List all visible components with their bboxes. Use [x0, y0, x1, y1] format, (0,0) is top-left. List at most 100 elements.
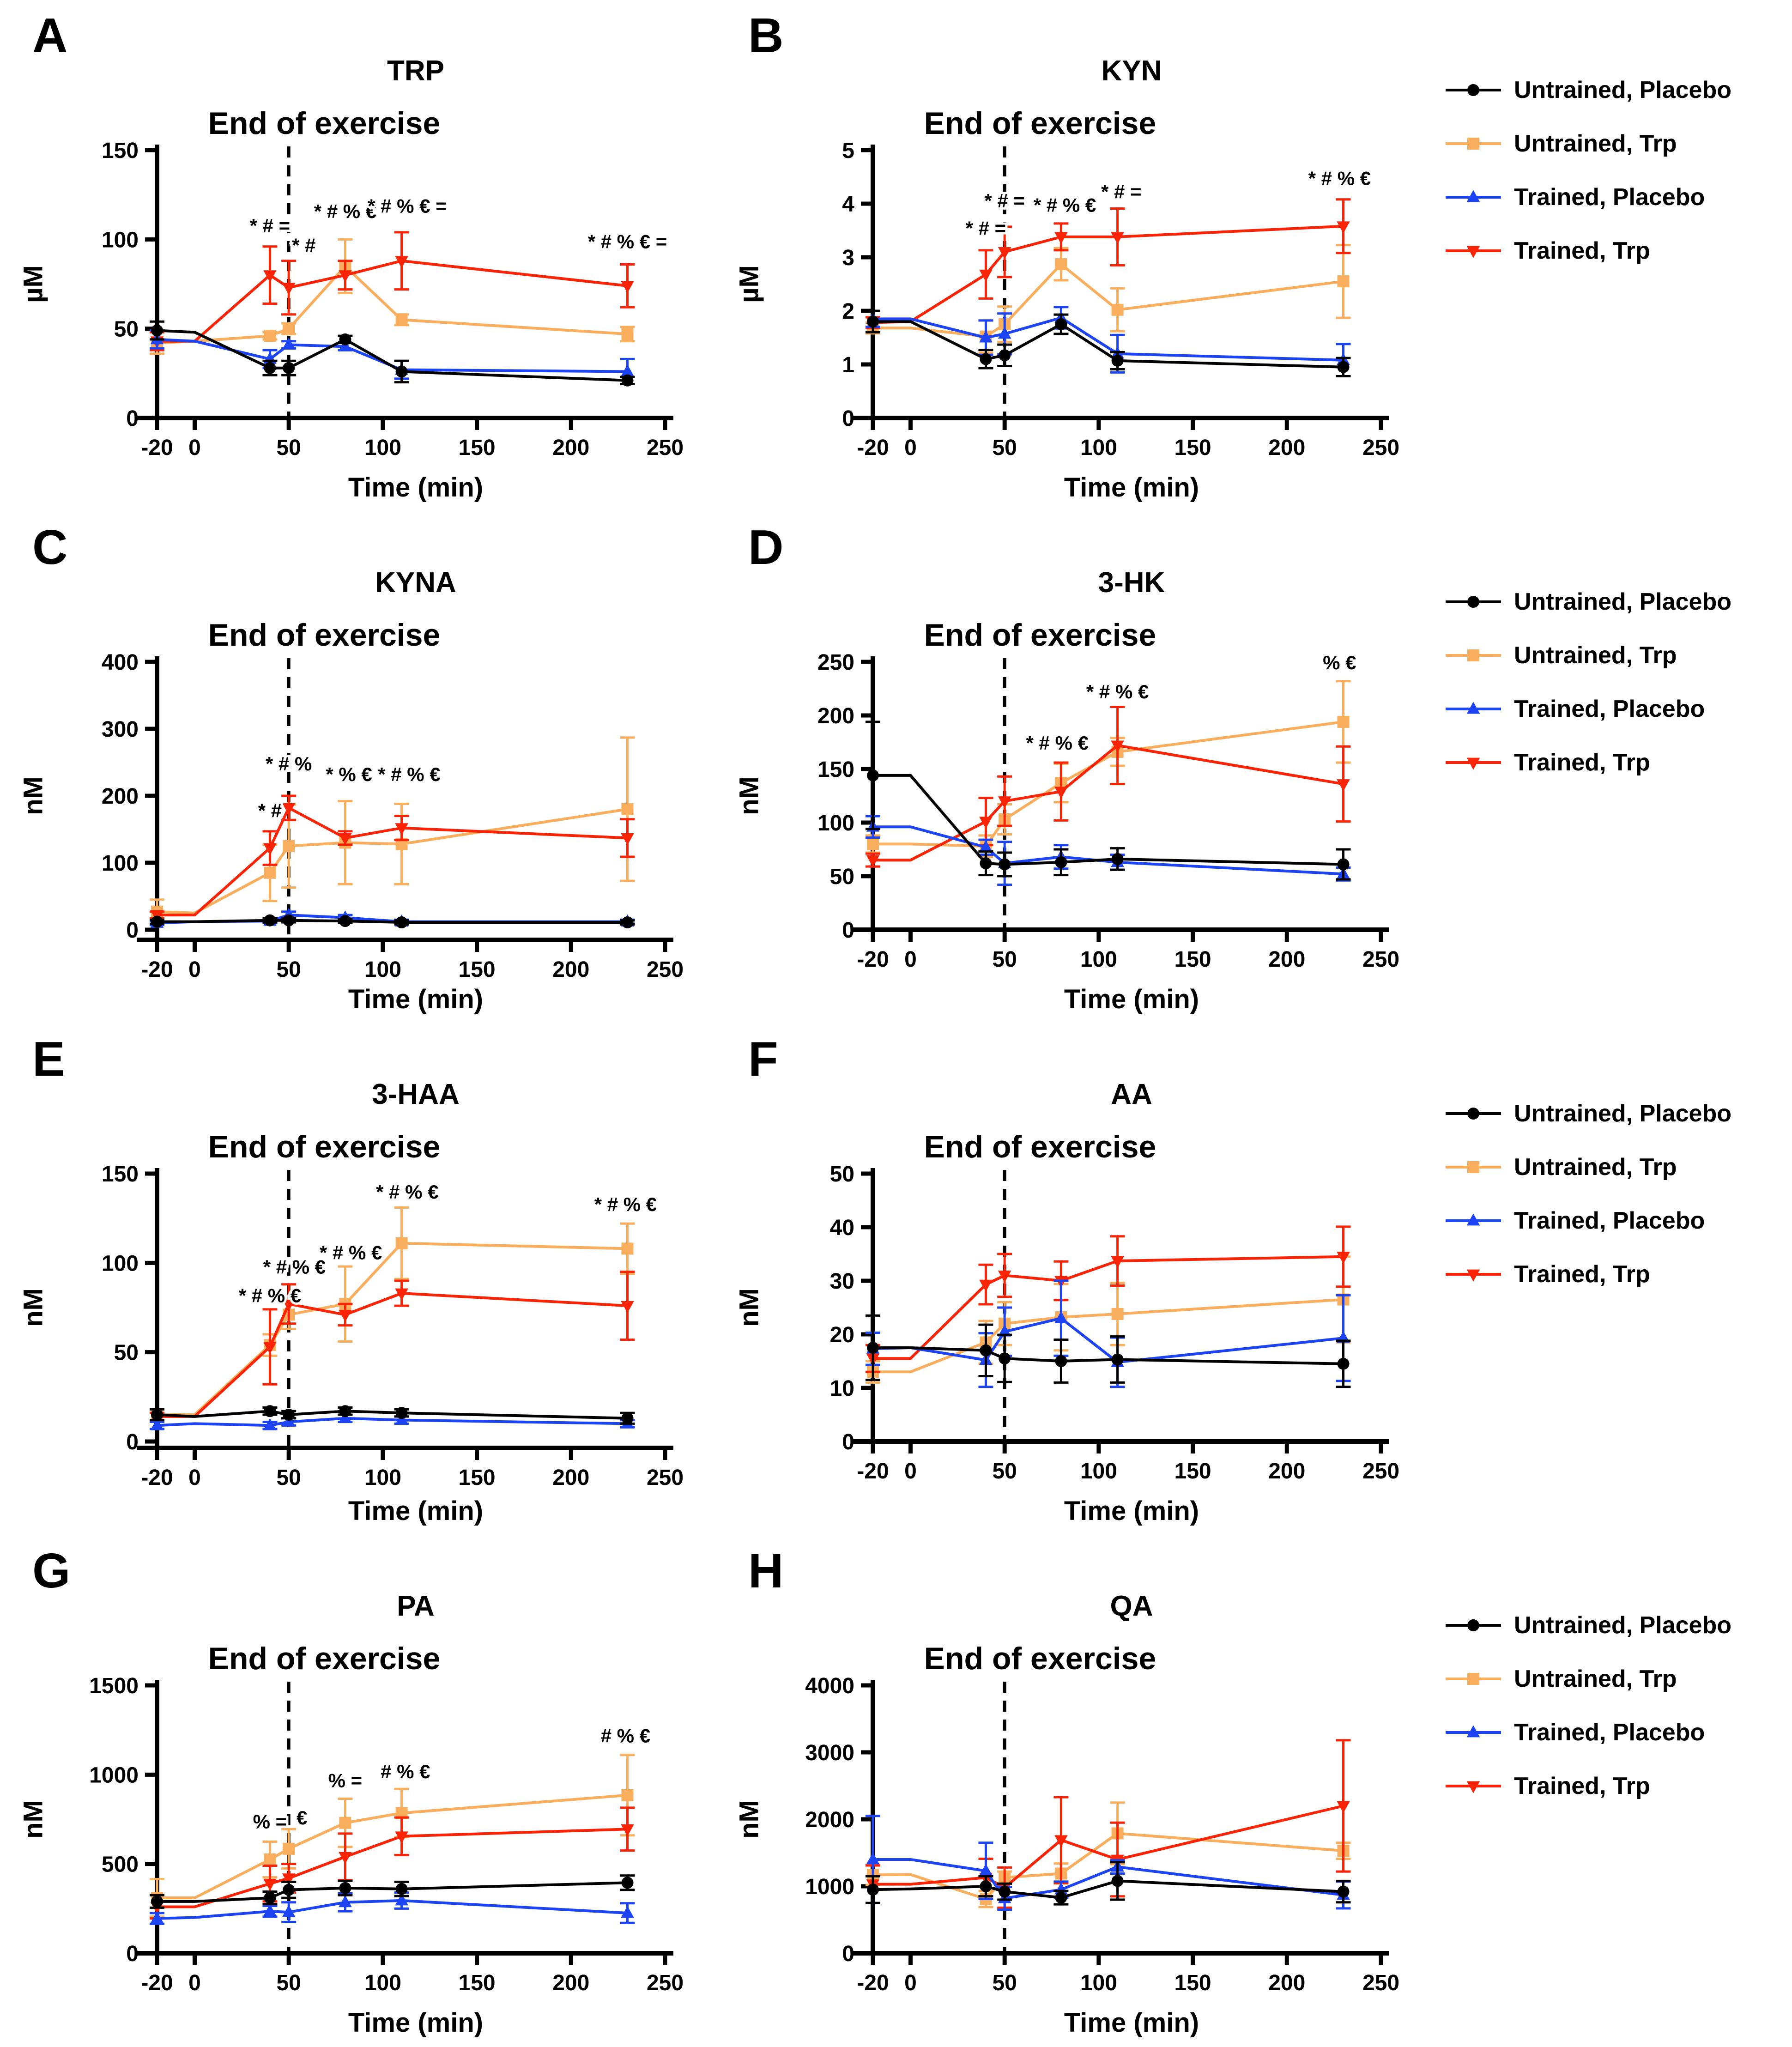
y-tick-label: 400 [102, 650, 139, 675]
x-tick-label: 0 [188, 957, 201, 982]
x-axis-label: Time (min) [1064, 2008, 1199, 2038]
y-tick-label: 250 [817, 650, 854, 675]
significance-annotation: * # [258, 799, 282, 821]
legend-item: Trained, Placebo [1445, 695, 1792, 723]
y-tick-label: 0 [842, 1430, 854, 1454]
y-tick-label: 0 [842, 1942, 854, 1966]
x-tick-label: 50 [992, 1459, 1017, 1484]
x-tick-label: 100 [364, 957, 401, 982]
y-tick-label: 10 [830, 1376, 854, 1401]
x-tick-label: 250 [1362, 436, 1399, 460]
legend-label: Untrained, Trp [1514, 1665, 1677, 1692]
legend-item: Untrained, Placebo [1445, 76, 1792, 104]
y-tick-label: 150 [102, 139, 139, 163]
series-trained-placebo [866, 1815, 1351, 1911]
legend-label: Untrained, Placebo [1514, 77, 1731, 103]
y-tick-label: 0 [126, 1942, 139, 1966]
series-untrained-placebo [866, 721, 1351, 881]
panel-letter: A [32, 8, 68, 63]
series-untrained-placebo [866, 309, 1351, 378]
circle-marker-icon [1446, 84, 1501, 96]
panel-AA: F AA End of exercise nM Time (min) -20 0 5… [716, 1024, 1432, 1535]
panel-letter: D [748, 520, 784, 575]
legend-item: Untrained, Placebo [1445, 588, 1792, 616]
series-untrained-placebo [150, 1874, 635, 1909]
circle-marker-icon [1446, 1619, 1501, 1631]
series-untrained-placebo [150, 1405, 635, 1425]
significance-annotation: % € [1323, 652, 1356, 673]
legend-item: Trained, Placebo [1445, 183, 1792, 211]
legend-label: Untrained, Placebo [1514, 588, 1731, 615]
legend-label: Untrained, Placebo [1514, 1100, 1731, 1127]
x-tick-label: 0 [904, 1971, 917, 1995]
series-trained-trp [866, 705, 1351, 868]
legend-label: Untrained, Trp [1514, 130, 1677, 157]
y-tick-label: 100 [102, 228, 139, 252]
chart-title: PA [397, 1590, 435, 1622]
legend-label: Trained, Trp [1514, 749, 1650, 776]
y-tick-label: 0 [126, 1430, 139, 1454]
significance-annotation: * # % € [1026, 732, 1089, 754]
significance-annotation: * # % € [378, 763, 440, 785]
x-tick-label: 250 [647, 1971, 684, 1995]
x-tick-label: 50 [276, 436, 301, 460]
triangle-up-marker-icon [1446, 702, 1501, 714]
x-tick-label: 150 [459, 957, 496, 982]
panel-KYNA: C KYNA End of exercise nM Time (min) -20… [0, 512, 716, 1024]
x-tick-label: 150 [459, 436, 496, 460]
triangle-down-marker-icon [1446, 1781, 1501, 1793]
panel-letter: F [748, 1032, 778, 1086]
x-tick-label: 200 [1268, 436, 1305, 460]
x-axis-label: Time (min) [348, 472, 484, 503]
significance-annotation: % = [253, 1811, 287, 1832]
chart-title: 3-HK [1098, 567, 1165, 599]
x-tick-label: 200 [1268, 947, 1305, 972]
y-tick-label: 200 [817, 704, 854, 728]
legend-item: Trained, Placebo [1445, 1719, 1792, 1746]
legend-label: Untrained, Trp [1514, 1154, 1677, 1181]
series-trained-placebo [866, 815, 1351, 886]
legend-label: Trained, Placebo [1514, 1719, 1705, 1746]
x-tick-label: 250 [647, 1466, 684, 1490]
x-axis-label: Time (min) [1064, 984, 1199, 1014]
panel-letter: E [32, 1032, 65, 1086]
square-marker-icon [1446, 1673, 1501, 1685]
x-tick-label: 150 [1174, 947, 1211, 972]
legend: Untrained, Placebo Untrained, Trp Traine… [1432, 1024, 1792, 1535]
y-tick-label: 150 [817, 757, 854, 782]
legend-label: Trained, Trp [1514, 1773, 1650, 1799]
legend-label: Trained, Placebo [1514, 184, 1705, 211]
series-untrained-trp [150, 238, 635, 355]
y-tick-label: 0 [842, 406, 854, 431]
x-tick-label: 150 [459, 1971, 496, 1995]
y-tick-label: 40 [830, 1216, 854, 1240]
significance-annotation: * # % € [314, 200, 376, 222]
x-tick-label: 200 [552, 436, 589, 460]
end-of-exercise-label: End of exercise [924, 618, 1156, 653]
x-tick-label: 250 [647, 436, 684, 460]
significance-annotation: * # % € [239, 1284, 301, 1306]
y-tick-label: 20 [830, 1323, 854, 1347]
x-tick-label: -20 [857, 1459, 889, 1484]
x-tick-label: 0 [188, 436, 201, 460]
legend-item: Trained, Trp [1445, 1772, 1792, 1800]
legend-item: Trained, Placebo [1445, 1207, 1792, 1235]
chart-title: 3-HAA [372, 1078, 460, 1110]
series-untrained-trp [150, 1206, 635, 1422]
x-tick-label: 100 [364, 1971, 401, 1995]
chart-title: KYN [1101, 55, 1162, 87]
x-tick-label: 0 [188, 1466, 201, 1490]
significance-annotation: # % € [601, 1725, 650, 1747]
x-tick-label: 0 [904, 947, 917, 972]
y-tick-label: 1000 [805, 1875, 854, 1899]
x-tick-label: -20 [857, 436, 889, 460]
legend-item: Untrained, Trp [1445, 1665, 1792, 1693]
circle-marker-icon [1446, 1108, 1501, 1120]
